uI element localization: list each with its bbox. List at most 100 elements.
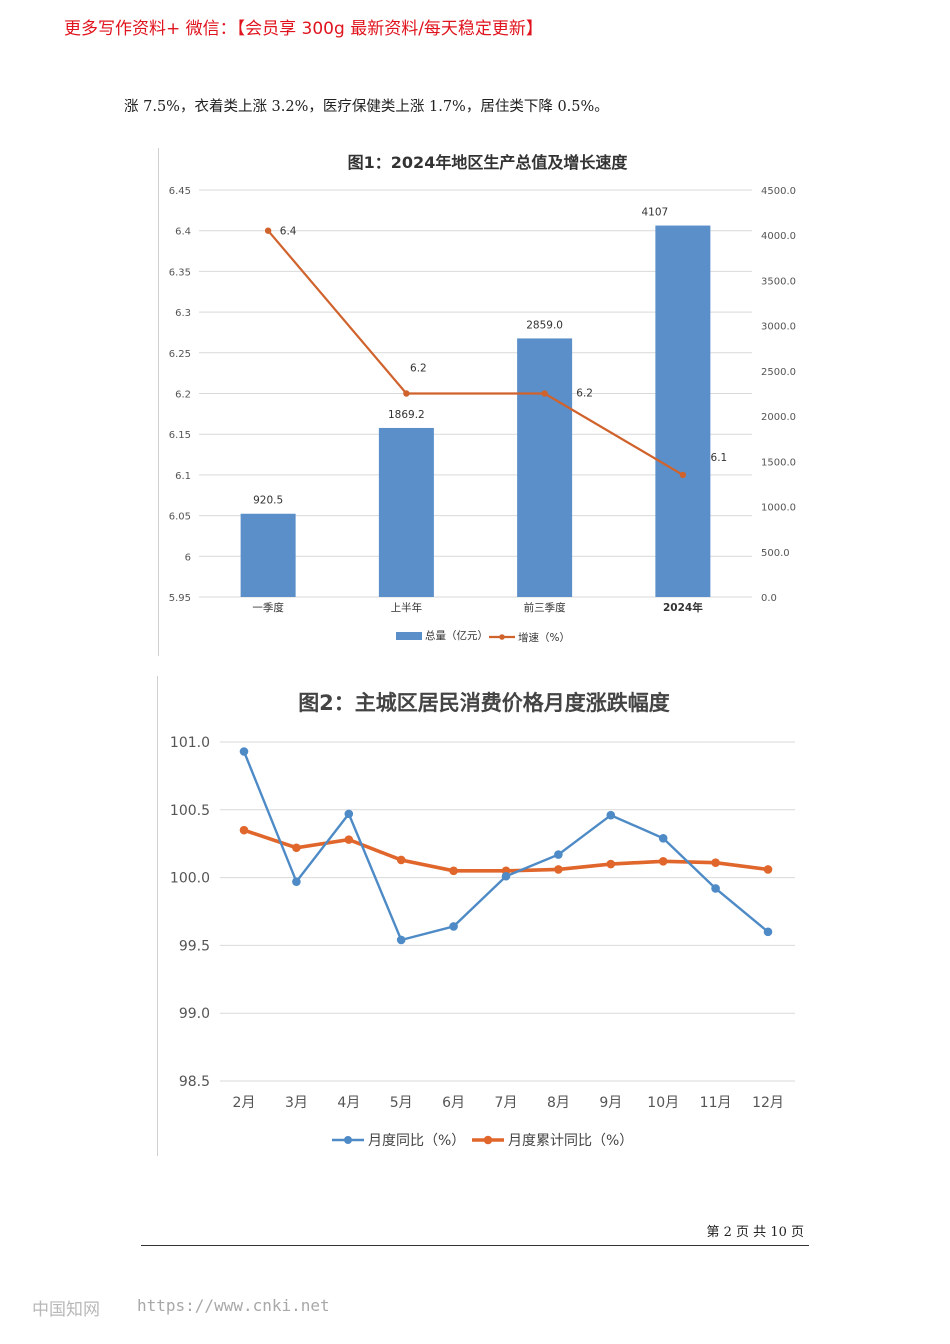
left-axis-tick: 6.25	[169, 349, 191, 360]
legend-line-label: 增速（%）	[518, 631, 570, 644]
bar-data-label: 2859.0	[526, 319, 563, 331]
legend-label-2: 月度累计同比（%）	[508, 1133, 633, 1149]
line-data-label: 6.2	[576, 388, 593, 400]
bar	[240, 513, 296, 597]
growth-line	[267, 229, 684, 476]
legend-bar-label: 总量（亿元）	[425, 629, 488, 642]
series-point	[239, 825, 249, 835]
x-axis-tick: 4月	[337, 1095, 360, 1111]
series-point	[711, 858, 720, 867]
y-axis-tick: 99.0	[179, 1006, 210, 1022]
y-axis-tick: 101.0	[170, 735, 210, 751]
left-axis-tick: 6.4	[175, 227, 191, 238]
right-axis-tick: 2500.0	[761, 367, 796, 378]
legend-marker-2	[483, 1135, 493, 1145]
right-axis-tick: 4500.0	[761, 186, 796, 197]
left-axis-tick: 6.15	[169, 430, 191, 441]
x-axis-tick: 11月	[700, 1095, 732, 1111]
x-axis-tick: 2月	[233, 1095, 256, 1111]
right-axis-tick: 3500.0	[761, 276, 796, 287]
line-point	[541, 390, 548, 397]
y-axis-tick: 98.5	[179, 1074, 210, 1090]
right-axis-tick: 1500.0	[761, 457, 796, 468]
right-axis-tick: 3000.0	[761, 322, 796, 333]
series-point	[763, 927, 773, 937]
series-point	[239, 747, 249, 756]
line-point	[264, 227, 272, 234]
series-point	[763, 865, 773, 874]
series-line	[242, 751, 769, 942]
watermark-site-name: 中国知网	[32, 1300, 100, 1320]
series-point	[554, 850, 563, 859]
body-paragraph: 涨 7.5%，衣着类上涨 3.2%，医疗保健类上涨 1.7%，居住类下降 0.5…	[124, 99, 609, 115]
left-axis-tick: 6.1	[175, 471, 191, 482]
left-axis-tick: 6.35	[169, 267, 191, 278]
x-axis-tick: 一季度	[252, 601, 284, 614]
cpi-chart: 图2：主城区居民消费价格月度涨跌幅度 101.0 100.5 100.0 99.5 99.…	[157, 676, 818, 1156]
bar	[378, 427, 434, 597]
x-axis-tick: 12月	[752, 1095, 784, 1111]
x-axis-tick: 2024年	[663, 601, 703, 614]
series-point	[658, 833, 668, 843]
bar-data-label: 1869.2	[388, 409, 425, 421]
left-axis-tick: 6.2	[175, 390, 191, 401]
series-point	[344, 809, 354, 819]
left-axis-tick: 6	[185, 552, 191, 563]
x-axis-tick: 6月	[442, 1095, 465, 1111]
x-axis-tick: 9月	[599, 1095, 622, 1111]
series-point	[501, 871, 511, 881]
series-point	[658, 857, 668, 866]
series-point	[396, 855, 406, 865]
y-axis-tick: 99.5	[179, 938, 210, 954]
left-axis-tick: 6.3	[175, 308, 191, 319]
chart-title: 图1：2024年地区生产总值及增长速度	[348, 153, 629, 172]
line-data-label: 6.1	[711, 452, 728, 464]
right-axis-tick: 0.0	[761, 593, 777, 604]
legend-label-1: 月度同比（%）	[368, 1133, 465, 1149]
line-point	[403, 390, 410, 397]
series-point	[606, 810, 616, 820]
bar-data-label: 4107	[642, 207, 669, 219]
series-point	[344, 835, 354, 844]
series-point	[449, 866, 458, 876]
line-data-label: 6.4	[280, 226, 297, 238]
cpi-chart-svg: 图2：主城区居民消费价格月度涨跌幅度 101.0 100.5 100.0 99.5 99.…	[170, 691, 795, 1149]
series-point	[449, 922, 458, 931]
series-point	[554, 865, 563, 874]
chart-title: 图2：主城区居民消费价格月度涨跌幅度	[298, 691, 670, 715]
legend-bar-swatch	[396, 632, 422, 640]
left-axis-tick: 6.45	[169, 186, 191, 197]
footer-divider	[141, 1245, 809, 1246]
series-point	[292, 877, 301, 886]
gdp-chart-svg: 图1：2024年地区生产总值及增长速度 6.45 6.4 6.35 6.3 6.25 6.2…	[169, 153, 796, 644]
series-point	[292, 843, 301, 853]
x-axis-tick: 7月	[495, 1095, 518, 1111]
line-point	[679, 471, 687, 479]
left-axis-tick: 5.95	[169, 593, 191, 604]
x-axis-tick: 10月	[647, 1095, 679, 1111]
series-point	[606, 859, 616, 869]
right-axis-tick: 500.0	[761, 548, 790, 559]
series-point	[396, 935, 406, 945]
x-axis-tick: 前三季度	[524, 601, 566, 614]
bar	[655, 225, 711, 597]
bar-data-label: 920.5	[253, 495, 283, 507]
right-axis-tick: 2000.0	[761, 412, 796, 423]
y-axis-tick: 100.5	[170, 803, 210, 819]
x-axis-tick: 上半年	[391, 601, 423, 614]
watermark-url: https://www.cnki.net	[137, 1296, 330, 1315]
x-axis-tick: 8月	[547, 1095, 570, 1111]
legend-line-marker	[499, 634, 505, 640]
page-number: 第 2 页 共 10 页	[706, 1225, 804, 1240]
x-axis-tick: 5月	[390, 1095, 413, 1111]
promo-banner: 更多写作资料+ 微信：【会员享 300g 最新资料/每天稳定更新】	[64, 19, 543, 39]
series-point	[711, 884, 720, 893]
right-axis-tick: 4000.0	[761, 231, 796, 242]
right-axis-tick: 1000.0	[761, 503, 796, 514]
line-data-label: 6.2	[410, 363, 427, 375]
x-axis-tick: 3月	[285, 1095, 308, 1111]
y-axis-tick: 100.0	[170, 871, 210, 887]
legend-marker-1	[344, 1136, 352, 1144]
left-axis-tick: 6.05	[169, 512, 191, 523]
bar	[517, 338, 573, 597]
